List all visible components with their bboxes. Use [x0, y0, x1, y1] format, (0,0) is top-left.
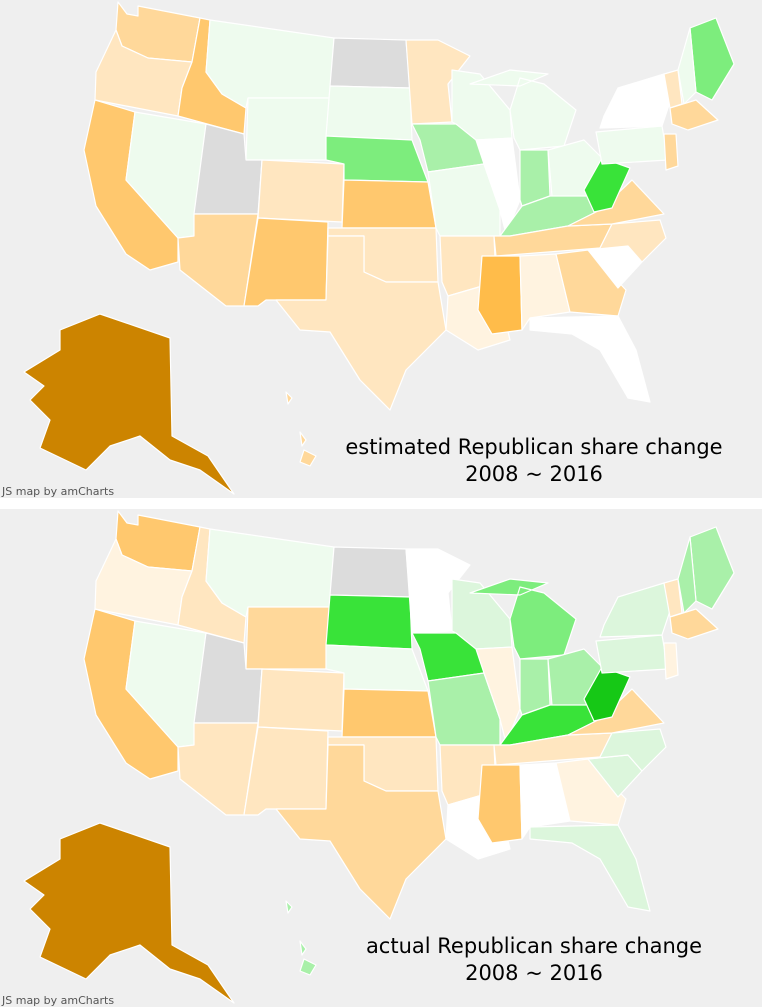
caption-years: 2008 ~ 2016	[465, 961, 603, 985]
state-fl[interactable]	[529, 824, 651, 912]
state-ny[interactable]	[599, 582, 673, 638]
us-map-estimated[interactable]	[0, 0, 762, 498]
state-nh[interactable]	[677, 536, 697, 614]
state-ma[interactable]	[669, 608, 719, 640]
state-nj[interactable]	[663, 642, 679, 680]
caption-title: estimated Republican share change	[345, 435, 723, 459]
state-ga[interactable]	[555, 249, 627, 317]
map-caption: estimated Republican share change 2008 ~…	[324, 434, 744, 488]
state-me[interactable]	[689, 526, 735, 610]
state-mi[interactable]	[469, 578, 577, 660]
caption-title: actual Republican share change	[365, 934, 703, 958]
state-hi[interactable]	[285, 900, 317, 976]
state-sd[interactable]	[325, 85, 413, 141]
state-ma[interactable]	[669, 99, 719, 131]
state-ak[interactable]	[23, 822, 235, 1004]
state-pa[interactable]	[595, 634, 669, 674]
state-wv[interactable]	[583, 157, 631, 213]
state-nc[interactable]	[587, 728, 667, 772]
state-ny[interactable]	[599, 73, 673, 129]
map-caption: actual Republican share change 2008 ~ 20…	[324, 933, 744, 987]
state-mi[interactable]	[469, 69, 577, 151]
state-ks[interactable]	[341, 688, 437, 738]
state-al[interactable]	[519, 253, 571, 331]
state-sd[interactable]	[325, 594, 413, 650]
state-mt[interactable]	[205, 19, 335, 109]
amcharts-credit-link[interactable]: JS map by amCharts	[2, 994, 115, 1007]
state-fl[interactable]	[529, 315, 651, 403]
state-al[interactable]	[519, 762, 571, 840]
state-tx[interactable]	[275, 235, 447, 411]
state-nd[interactable]	[329, 37, 411, 89]
state-mt[interactable]	[205, 528, 335, 618]
caption-years: 2008 ~ 2016	[465, 462, 603, 486]
state-ks[interactable]	[341, 179, 437, 229]
state-wv[interactable]	[583, 666, 631, 722]
state-nc[interactable]	[587, 219, 667, 263]
state-hi[interactable]	[285, 391, 317, 467]
state-tx[interactable]	[275, 744, 447, 920]
state-wy[interactable]	[245, 97, 331, 161]
state-nd[interactable]	[329, 546, 411, 598]
us-map-actual[interactable]	[0, 509, 762, 1007]
map-panel-actual: actual Republican share change 2008 ~ 20…	[0, 509, 762, 1007]
amcharts-credit-link[interactable]: JS map by amCharts	[2, 485, 115, 498]
state-co[interactable]	[257, 668, 345, 732]
state-ak[interactable]	[23, 313, 235, 495]
state-va[interactable]	[567, 179, 665, 227]
state-va[interactable]	[567, 688, 665, 736]
state-nm[interactable]	[243, 726, 329, 816]
map-panel-estimated: estimated Republican share change 2008 ~…	[0, 0, 762, 498]
state-wy[interactable]	[245, 606, 331, 670]
state-ga[interactable]	[555, 758, 627, 826]
state-nm[interactable]	[243, 217, 329, 307]
state-pa[interactable]	[595, 125, 669, 165]
state-me[interactable]	[689, 17, 735, 101]
state-nh[interactable]	[677, 27, 697, 105]
state-nj[interactable]	[663, 133, 679, 171]
state-ms[interactable]	[477, 764, 523, 844]
state-ms[interactable]	[477, 255, 523, 335]
state-co[interactable]	[257, 159, 345, 223]
